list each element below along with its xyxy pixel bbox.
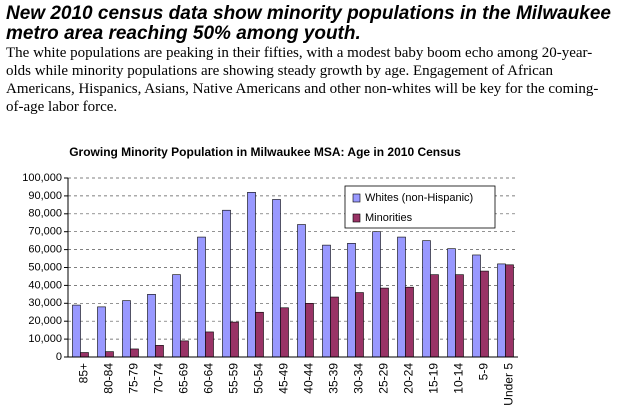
header: New 2010 census data show minority popul… bbox=[6, 4, 612, 116]
bar bbox=[272, 199, 281, 358]
legend-box bbox=[344, 185, 496, 229]
bar bbox=[97, 306, 106, 358]
bar bbox=[180, 340, 189, 358]
x-tick-label: 55-59 bbox=[227, 363, 241, 394]
x-tick-label: 25-29 bbox=[377, 363, 391, 394]
y-tick-label: 70,000 bbox=[28, 226, 62, 238]
x-tick-label: 60-64 bbox=[202, 363, 216, 394]
bar bbox=[155, 345, 164, 358]
bar bbox=[472, 254, 481, 358]
bar bbox=[322, 244, 331, 358]
bar bbox=[455, 274, 464, 358]
bar bbox=[80, 352, 89, 358]
bar bbox=[505, 264, 514, 358]
x-tick-label: 5-9 bbox=[477, 363, 491, 381]
bar bbox=[347, 243, 356, 358]
bar bbox=[147, 294, 156, 358]
bar bbox=[222, 209, 231, 358]
x-tick-label: 85+ bbox=[77, 363, 91, 383]
y-tick-label: 0 bbox=[56, 351, 62, 363]
y-tick-label: 40,000 bbox=[28, 279, 62, 291]
x-tick-label: 40-44 bbox=[302, 363, 316, 394]
bar bbox=[280, 307, 289, 358]
y-tick-label: 90,000 bbox=[28, 190, 62, 202]
y-tick-label: 30,000 bbox=[28, 297, 62, 309]
x-tick-label: 35-39 bbox=[327, 363, 341, 394]
x-tick-label: 20-24 bbox=[402, 363, 416, 394]
bar bbox=[330, 296, 339, 358]
x-tick-label: 10-14 bbox=[452, 363, 466, 394]
legend: Whites (non-Hispanic) Minorities bbox=[344, 185, 496, 229]
bar bbox=[172, 274, 181, 358]
x-tick-label: 45-49 bbox=[277, 363, 291, 394]
bar bbox=[197, 236, 206, 358]
x-tick-label: Under 5 bbox=[502, 363, 516, 406]
y-tick-label: 80,000 bbox=[28, 208, 62, 220]
bar bbox=[305, 302, 314, 358]
bar bbox=[122, 300, 131, 358]
bar bbox=[230, 321, 239, 358]
legend-label: Minorities bbox=[365, 212, 413, 224]
legend-swatch bbox=[352, 193, 361, 203]
bar bbox=[355, 292, 364, 358]
x-tick-label: 15-19 bbox=[427, 363, 441, 394]
chart-title: Growing Minority Population in Milwaukee… bbox=[69, 145, 461, 159]
bar bbox=[447, 248, 456, 358]
bar bbox=[255, 311, 264, 358]
legend-swatch bbox=[352, 213, 361, 223]
headline: New 2010 census data show minority popul… bbox=[6, 3, 611, 44]
x-tick-label: 30-34 bbox=[352, 363, 366, 394]
bar bbox=[72, 304, 81, 358]
x-tick-label: 70-74 bbox=[152, 363, 166, 394]
bar bbox=[372, 231, 381, 358]
x-tick-label: 75-79 bbox=[127, 363, 141, 394]
bar bbox=[405, 286, 414, 358]
bar bbox=[297, 224, 306, 358]
bar bbox=[105, 351, 114, 358]
bar bbox=[130, 348, 139, 358]
y-tick-label: 20,000 bbox=[28, 315, 62, 327]
bar bbox=[247, 192, 256, 358]
y-tick-label: 100,000 bbox=[22, 172, 62, 184]
x-tick-label: 80-84 bbox=[102, 363, 116, 394]
bar bbox=[380, 287, 389, 358]
description: The white populations are peaking in the… bbox=[6, 45, 599, 115]
bar bbox=[422, 240, 431, 358]
bar bbox=[497, 263, 506, 358]
bar bbox=[430, 274, 439, 358]
y-tick-label: 60,000 bbox=[28, 244, 62, 256]
x-tick-label: 65-69 bbox=[177, 363, 191, 394]
x-tick-label: 50-54 bbox=[252, 363, 266, 394]
bar bbox=[397, 236, 406, 358]
y-tick-label: 10,000 bbox=[28, 333, 62, 345]
bar bbox=[480, 270, 489, 358]
y-tick-label: 50,000 bbox=[28, 261, 62, 273]
bar bbox=[205, 331, 214, 358]
legend-label: Whites (non-Hispanic) bbox=[365, 192, 473, 204]
